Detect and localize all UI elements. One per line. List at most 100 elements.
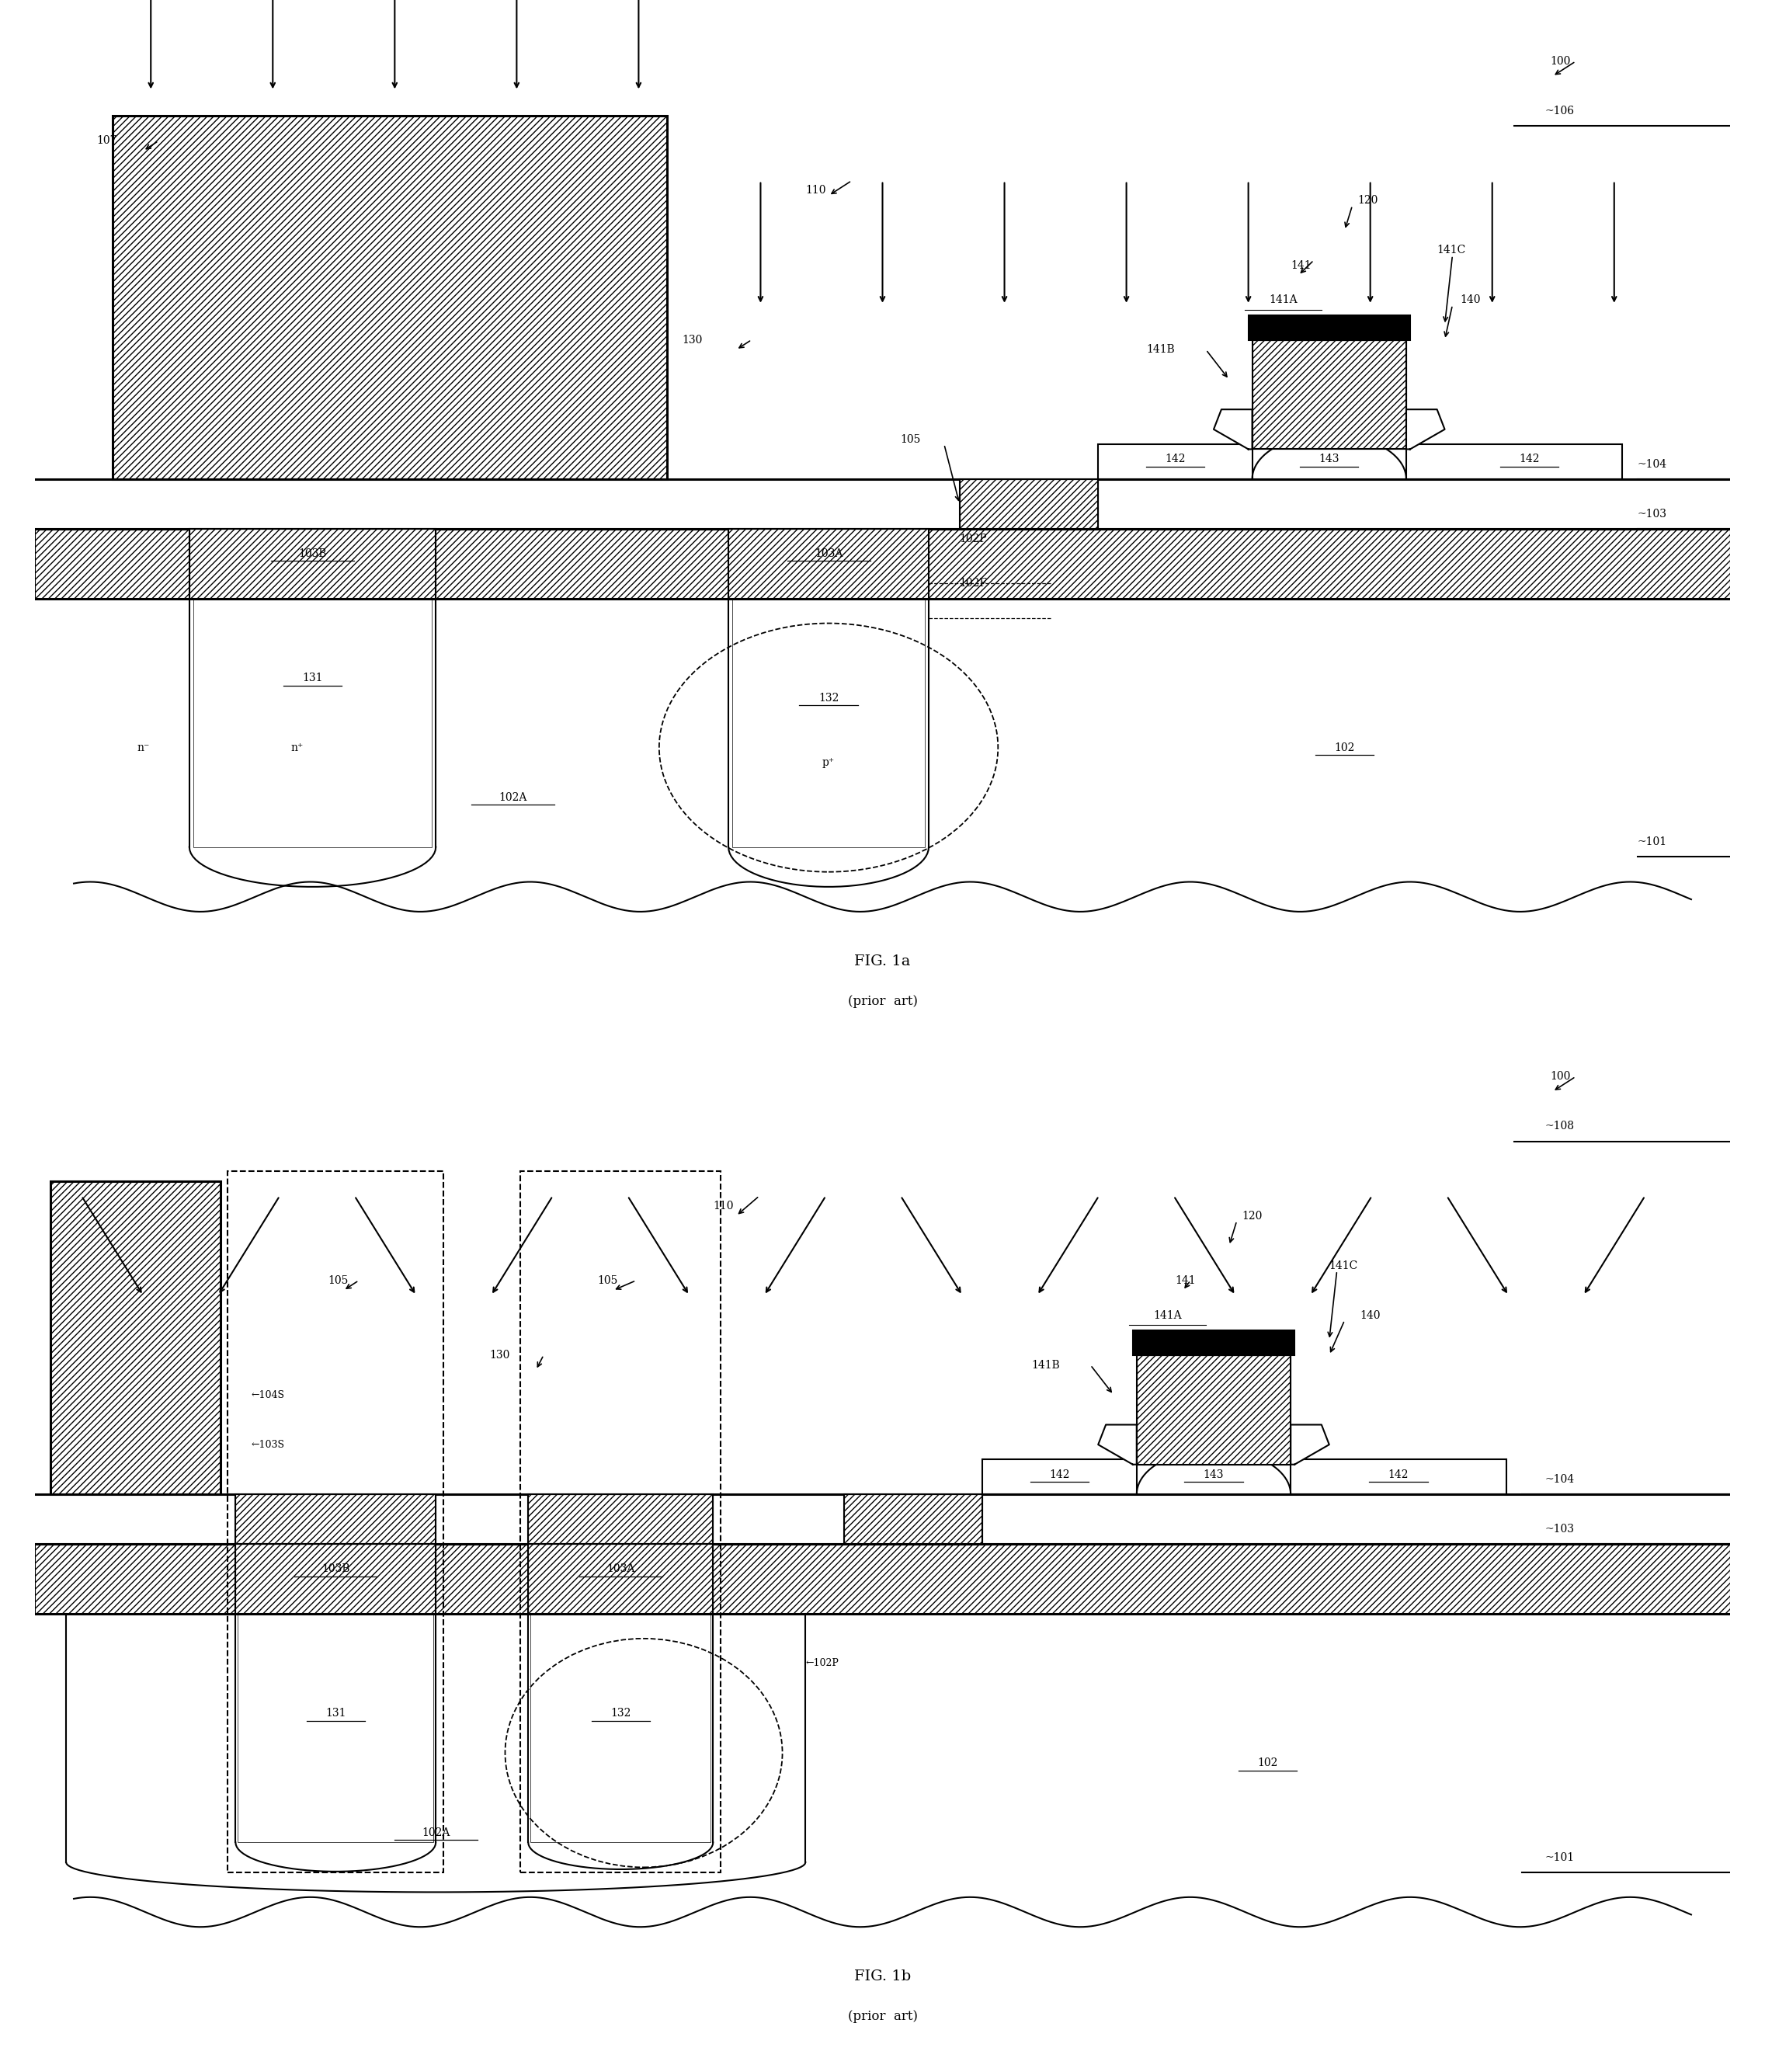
Bar bbox=[1248, 315, 1410, 340]
Bar bbox=[528, 1494, 713, 1544]
Text: 120: 120 bbox=[1243, 1210, 1262, 1220]
Bar bbox=[528, 1544, 713, 1614]
Text: 102: 102 bbox=[1257, 1757, 1278, 1767]
Bar bbox=[844, 1494, 983, 1544]
Text: 141: 141 bbox=[1175, 1274, 1197, 1287]
Bar bbox=[1098, 443, 1251, 479]
Bar bbox=[521, 1171, 720, 1873]
Bar bbox=[228, 1171, 443, 1873]
Text: 141B: 141B bbox=[1147, 344, 1175, 354]
Text: 141: 141 bbox=[1290, 259, 1311, 271]
Bar bbox=[192, 599, 432, 847]
Text: ←102P: ←102P bbox=[805, 1658, 838, 1668]
Bar bbox=[1251, 340, 1407, 450]
Text: ~101: ~101 bbox=[1544, 1852, 1574, 1863]
Text: n⁺: n⁺ bbox=[291, 742, 304, 752]
Bar bbox=[1137, 1355, 1290, 1465]
Text: 143: 143 bbox=[1204, 1469, 1223, 1479]
Bar bbox=[528, 1544, 713, 1614]
Text: n⁻: n⁻ bbox=[136, 742, 150, 752]
Text: ~104: ~104 bbox=[1544, 1473, 1574, 1486]
Text: 141A: 141A bbox=[1153, 1310, 1183, 1320]
Bar bbox=[528, 1494, 713, 1544]
Bar bbox=[960, 479, 1098, 528]
Text: 142: 142 bbox=[1165, 454, 1186, 464]
Text: 132: 132 bbox=[819, 692, 838, 702]
Text: 107: 107 bbox=[97, 135, 118, 147]
Text: 140: 140 bbox=[1460, 294, 1481, 305]
Text: 143: 143 bbox=[1318, 454, 1340, 464]
Text: 102A: 102A bbox=[499, 792, 528, 802]
Text: 131: 131 bbox=[302, 673, 323, 684]
Text: ~103: ~103 bbox=[1638, 508, 1666, 520]
Text: ←103S: ←103S bbox=[251, 1440, 284, 1450]
Text: ~104: ~104 bbox=[1638, 458, 1666, 470]
Bar bbox=[189, 528, 436, 599]
Text: ~101: ~101 bbox=[1638, 837, 1666, 847]
Text: 105: 105 bbox=[900, 433, 921, 445]
Bar bbox=[51, 1181, 221, 1494]
Text: 103A: 103A bbox=[607, 1564, 635, 1575]
Bar bbox=[960, 479, 1098, 528]
Bar bbox=[1133, 1330, 1294, 1355]
Bar bbox=[35, 1544, 1730, 1614]
Text: 110: 110 bbox=[713, 1200, 734, 1212]
Bar bbox=[235, 1544, 436, 1614]
Text: 103B: 103B bbox=[298, 549, 327, 559]
Text: ~106: ~106 bbox=[1544, 106, 1574, 116]
Text: 102P: 102P bbox=[960, 533, 987, 545]
Text: 120: 120 bbox=[1357, 195, 1378, 205]
Bar bbox=[35, 528, 1730, 599]
Text: (prior  art): (prior art) bbox=[847, 2010, 918, 2022]
Text: 130: 130 bbox=[489, 1349, 510, 1361]
Bar bbox=[51, 1181, 221, 1494]
Bar bbox=[983, 1459, 1137, 1494]
Bar bbox=[238, 1614, 434, 1842]
Text: 131: 131 bbox=[325, 1707, 346, 1718]
Polygon shape bbox=[1290, 1426, 1329, 1465]
Bar bbox=[844, 1494, 983, 1544]
Text: 142: 142 bbox=[1520, 454, 1539, 464]
Bar bbox=[1137, 1355, 1290, 1465]
Text: 142: 142 bbox=[1050, 1469, 1070, 1479]
Text: ←104S: ←104S bbox=[251, 1390, 284, 1401]
Text: 140: 140 bbox=[1361, 1310, 1380, 1320]
Text: 110: 110 bbox=[805, 184, 826, 197]
Bar bbox=[732, 599, 925, 847]
Bar bbox=[235, 1494, 436, 1544]
Text: 102A: 102A bbox=[422, 1828, 450, 1838]
Text: 102: 102 bbox=[1334, 742, 1356, 752]
Bar bbox=[1407, 443, 1622, 479]
Bar bbox=[235, 1544, 436, 1614]
Polygon shape bbox=[1098, 1426, 1137, 1465]
Text: 100: 100 bbox=[1550, 1071, 1571, 1082]
Bar bbox=[729, 528, 928, 599]
Polygon shape bbox=[1214, 410, 1251, 450]
Bar bbox=[113, 116, 667, 479]
Text: ~108: ~108 bbox=[1544, 1121, 1574, 1131]
Text: 130: 130 bbox=[683, 334, 702, 346]
Text: 141C: 141C bbox=[1329, 1260, 1357, 1270]
Bar bbox=[235, 1494, 436, 1544]
Text: 105: 105 bbox=[328, 1274, 348, 1287]
Bar bbox=[531, 1614, 711, 1842]
Bar bbox=[113, 116, 667, 479]
Text: 103A: 103A bbox=[814, 549, 842, 559]
Bar bbox=[1251, 340, 1407, 450]
Text: 142: 142 bbox=[1389, 1469, 1408, 1479]
Text: 141A: 141A bbox=[1269, 294, 1297, 305]
Polygon shape bbox=[1407, 410, 1446, 450]
Bar bbox=[1290, 1459, 1506, 1494]
Text: FIG. 1b: FIG. 1b bbox=[854, 1970, 911, 1983]
Bar bbox=[189, 528, 436, 599]
Text: 141C: 141C bbox=[1437, 244, 1467, 255]
Text: 105: 105 bbox=[598, 1274, 618, 1287]
Text: 141B: 141B bbox=[1031, 1359, 1059, 1370]
Text: 100: 100 bbox=[1550, 56, 1571, 66]
Text: (prior  art): (prior art) bbox=[847, 995, 918, 1007]
Text: 132: 132 bbox=[611, 1707, 630, 1718]
Bar bbox=[729, 528, 928, 599]
Text: ~103: ~103 bbox=[1544, 1523, 1574, 1535]
Text: 103B: 103B bbox=[321, 1564, 349, 1575]
Text: FIG. 1a: FIG. 1a bbox=[854, 955, 911, 968]
